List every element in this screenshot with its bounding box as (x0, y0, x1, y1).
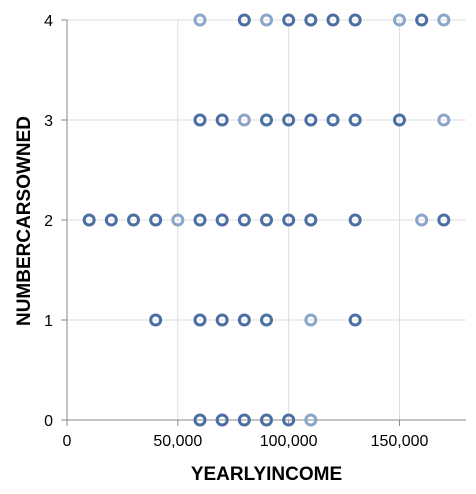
data-point (437, 113, 451, 127)
data-point (393, 13, 406, 27)
data-point (237, 213, 251, 227)
data-point (149, 213, 163, 227)
data-point (348, 213, 362, 227)
data-point (304, 213, 318, 227)
y-tick-label: 4 (44, 13, 53, 30)
data-point (348, 113, 362, 127)
y-tick-label: 0 (44, 413, 53, 430)
data-point (237, 13, 251, 27)
data-point (282, 113, 296, 127)
data-point (237, 413, 251, 427)
data-point (437, 213, 451, 227)
data-point (282, 13, 296, 27)
data-point (304, 313, 318, 327)
data-point (282, 213, 296, 227)
data-point (326, 113, 340, 127)
data-point (193, 413, 207, 427)
data-point (193, 113, 207, 127)
data-point (415, 213, 429, 227)
data-point (237, 113, 251, 127)
data-points (82, 13, 451, 427)
data-point (415, 13, 429, 27)
data-point (393, 113, 406, 127)
y-tick-label: 1 (44, 313, 53, 330)
data-point (437, 13, 451, 27)
data-point (171, 213, 185, 227)
data-point (348, 13, 362, 27)
data-point (82, 213, 96, 227)
data-point (304, 113, 318, 127)
data-point (215, 113, 229, 127)
data-point (260, 413, 273, 427)
data-point (215, 313, 229, 327)
data-point (260, 113, 273, 127)
y-tick-label: 3 (44, 113, 53, 130)
data-point (326, 13, 340, 27)
y-axis-title: NUMBERCARSOWNED (14, 116, 35, 326)
y-axis-ticks: 0 1 2 3 4 (44, 13, 67, 430)
data-point (260, 13, 273, 27)
data-point (215, 413, 229, 427)
x-tick-label: 100,000 (260, 433, 318, 450)
x-axis-ticks: 0 50,000 100,000 150,000 (63, 420, 429, 450)
data-point (282, 413, 296, 427)
data-point (260, 213, 273, 227)
x-tick-label: 0 (63, 433, 72, 450)
data-point (304, 13, 318, 27)
data-point (237, 313, 251, 327)
data-point (304, 413, 318, 427)
data-point (193, 13, 207, 27)
grid-lines (66, 19, 466, 421)
data-point (260, 313, 273, 327)
data-point (348, 313, 362, 327)
data-point (193, 213, 207, 227)
data-point (215, 213, 229, 227)
x-tick-label: 150,000 (371, 433, 429, 450)
x-tick-label: 50,000 (153, 433, 202, 450)
y-tick-label: 2 (44, 213, 53, 230)
data-point (127, 213, 140, 227)
data-point (193, 313, 207, 327)
data-point (149, 313, 163, 327)
x-axis-title: YEARLYINCOME (191, 464, 342, 485)
data-point (104, 213, 118, 227)
